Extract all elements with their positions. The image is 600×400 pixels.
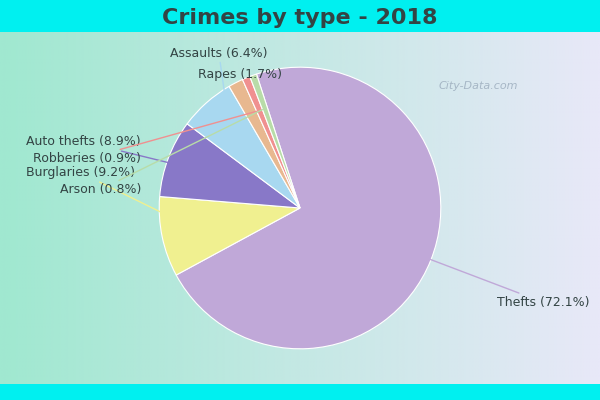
Text: Burglaries (9.2%): Burglaries (9.2%)	[26, 166, 194, 228]
Wedge shape	[250, 74, 300, 208]
Text: Assaults (6.4%): Assaults (6.4%)	[170, 47, 268, 126]
Text: Crimes by type - 2018: Crimes by type - 2018	[162, 8, 438, 28]
Text: Thefts (72.1%): Thefts (72.1%)	[401, 248, 590, 309]
Wedge shape	[160, 124, 300, 208]
Text: Robberies (0.9%): Robberies (0.9%)	[33, 111, 257, 165]
Wedge shape	[229, 80, 300, 208]
Wedge shape	[159, 196, 300, 275]
Wedge shape	[187, 86, 300, 208]
Wedge shape	[176, 67, 441, 349]
Text: Rapes (1.7%): Rapes (1.7%)	[197, 68, 281, 112]
Text: City-Data.com: City-Data.com	[439, 81, 518, 91]
Text: Arson (0.8%): Arson (0.8%)	[59, 110, 262, 196]
Text: Auto thefts (8.9%): Auto thefts (8.9%)	[26, 135, 199, 170]
Wedge shape	[242, 76, 300, 208]
